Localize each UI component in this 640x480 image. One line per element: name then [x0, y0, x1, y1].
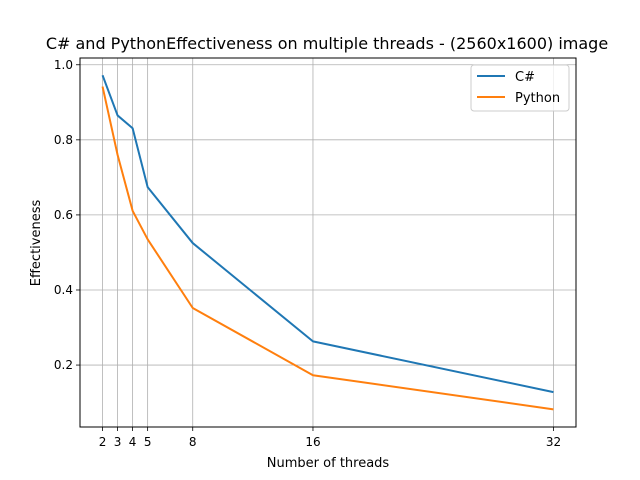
y-tick-label: 0.4 [54, 283, 73, 297]
y-tick-label: 0.6 [54, 208, 73, 222]
y-tick-label: 0.2 [54, 358, 73, 372]
x-tick-label: 5 [144, 435, 152, 449]
x-tick-label: 3 [114, 435, 122, 449]
chart-title: C# and PythonEffectiveness on multiple t… [46, 34, 608, 53]
y-axis-ticks: 0.2 0.4 0.6 0.8 1.0 [54, 58, 80, 372]
series-line-csharp [101, 74, 554, 394]
legend-label-python: Python [515, 91, 560, 106]
x-tick-label: 8 [189, 435, 197, 449]
legend: C# Python [470, 64, 570, 112]
x-tick-label: 16 [305, 435, 320, 449]
legend-label-csharp: C# [515, 70, 535, 85]
x-tick-label: 32 [546, 435, 561, 449]
plot-frame [79, 57, 577, 428]
series-lines [101, 74, 554, 411]
y-tick-label: 1.0 [54, 58, 73, 72]
y-tick-label: 0.8 [54, 133, 73, 147]
x-tick-label: 2 [99, 435, 107, 449]
series-line-python [101, 86, 554, 411]
x-axis-label: Number of threads [267, 456, 390, 471]
x-axis-ticks: 2 3 4 5 8 16 32 [99, 427, 561, 449]
grid-lines [80, 58, 576, 427]
y-axis-label: Effectiveness [29, 200, 44, 287]
x-tick-label: 4 [129, 435, 137, 449]
